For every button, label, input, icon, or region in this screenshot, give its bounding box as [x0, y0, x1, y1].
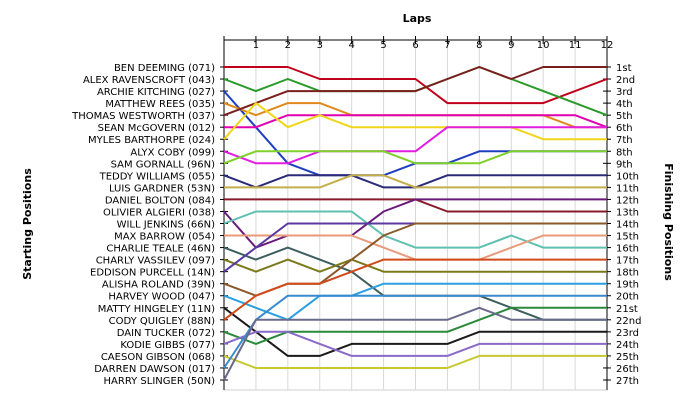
finish-position-label: 8th: [616, 147, 633, 158]
lap-tick-label: 6: [412, 40, 418, 51]
finish-position-label: 11th: [616, 183, 639, 194]
series-line: [223, 307, 607, 357]
driver-label: HARVEY WOOD (047): [108, 292, 215, 303]
series-line: [223, 150, 607, 165]
driver-label: MATTHEW REES (035): [105, 99, 215, 110]
series-line: [224, 66, 608, 105]
finish-position-label: 22nd: [616, 316, 641, 327]
driver-label: KODIE GIBBS (077): [120, 340, 215, 351]
driver-label: DARREN DAWSON (017): [94, 364, 215, 375]
driver-label: CHARLY VASSILEV (097): [96, 256, 215, 267]
finish-position-label: 26th: [616, 364, 639, 375]
lap-tick-label: 8: [476, 40, 482, 51]
driver-label: CAESON GIBSON (068): [101, 352, 215, 363]
lap-tick-label: 4: [348, 40, 354, 51]
series-line: [223, 66, 607, 117]
finish-position-label: 10th: [616, 171, 639, 182]
driver-label: TEDDY WILLIAMS (055): [99, 171, 215, 182]
grid: [220, 36, 611, 391]
finish-position-label: 9th: [616, 159, 633, 170]
driver-label: ALEX RAVENSCROFT (043): [83, 75, 215, 86]
driver-label: SEAN McGOVERN (012): [98, 123, 215, 134]
lap-tick-label: 1: [253, 40, 259, 51]
finish-position-label: 5th: [616, 111, 633, 122]
driver-label: ALISHA ROLAND (39N): [102, 280, 215, 291]
finish-position-label: 24th: [616, 340, 639, 351]
series-line: [223, 258, 607, 321]
series-line: [223, 354, 607, 369]
finish-position-label: 1st: [616, 63, 632, 74]
series-line: [224, 174, 607, 189]
finish-position-label: 19th: [616, 280, 639, 291]
series-lines: [223, 66, 608, 381]
series-line: [223, 306, 607, 381]
lap-tick-label: 2: [285, 40, 291, 51]
y-label-left: Starting Positions: [21, 168, 34, 280]
driver-label: EDDISON PURCELL (14N): [90, 268, 215, 279]
series-line: [224, 114, 608, 129]
lap-tick-label: 3: [317, 40, 323, 51]
chart-title: Laps: [403, 12, 432, 25]
finish-position-label: 17th: [616, 256, 639, 267]
finish-position-label: 20th: [616, 292, 639, 303]
series-line: [223, 330, 607, 357]
driver-label: MAX BARROW (054): [114, 232, 215, 243]
driver-label: SAM GORNALL (96N): [111, 159, 215, 170]
finish-position-label: 27th: [616, 376, 639, 387]
driver-label: ALYX COBY (099): [130, 147, 215, 158]
finish-position-label: 7th: [616, 135, 633, 146]
driver-label: WILL JENKINS (66N): [117, 220, 216, 231]
finish-position-label: 14th: [616, 220, 639, 231]
lap-tick-label: 10: [537, 40, 550, 51]
lap-tick-label: 11: [569, 40, 582, 51]
lap-tick-label: 7: [444, 40, 450, 51]
finish-position-label: 23rd: [616, 328, 639, 339]
driver-label: DANIEL BOLTON (084): [105, 195, 215, 206]
driver-label: CODY QUIGLEY (88N): [109, 316, 215, 327]
driver-label: MATTY HINGELEY (11N): [98, 304, 215, 315]
finish-position-label: 3rd: [616, 87, 633, 98]
finish-position-label: 13th: [616, 207, 639, 218]
finish-position-label: 6th: [616, 123, 633, 134]
finish-position-label: 16th: [616, 244, 639, 255]
driver-label: HARRY SLINGER (50N): [104, 376, 216, 387]
driver-label: THOMAS WESTWORTH (037): [71, 111, 215, 122]
driver-label: DAIN TUCKER (072): [117, 328, 215, 339]
finish-position-label: 21st: [616, 304, 638, 315]
series-line: [223, 258, 607, 273]
finish-position-label: 18th: [616, 268, 639, 279]
series-line: [223, 102, 607, 141]
driver-label: OLIVIER ALGIERI (038): [103, 207, 215, 218]
finish-position-label: 2nd: [616, 75, 635, 86]
labels: 1 2 3 4 5 6 7 8 9 10 11 121st2nd3rd4th5th6th7th8th9…: [71, 40, 641, 387]
series-line: [223, 126, 607, 165]
finish-position-label: 25th: [616, 352, 639, 363]
y-label-right: Finishing Positions: [662, 163, 675, 281]
lap-tick-label: 9: [508, 40, 514, 51]
driver-label: LUIS GARDNER (53N): [109, 183, 215, 194]
driver-label: ARCHIE KITCHING (027): [97, 87, 215, 98]
finish-position-label: 12th: [616, 195, 639, 206]
finish-position-label: 15th: [616, 232, 639, 243]
lap-tick-label: 12: [601, 40, 614, 51]
series-line: [223, 210, 607, 249]
finish-position-label: 4th: [616, 99, 633, 110]
driver-label: BEN DEEMING (071): [114, 63, 215, 74]
lap-tick-label: 5: [380, 40, 386, 51]
series-line: [223, 294, 607, 369]
driver-label: CHARLIE TEALE (46N): [106, 244, 215, 255]
driver-label: MYLES BARTHORPE (024): [88, 135, 215, 146]
